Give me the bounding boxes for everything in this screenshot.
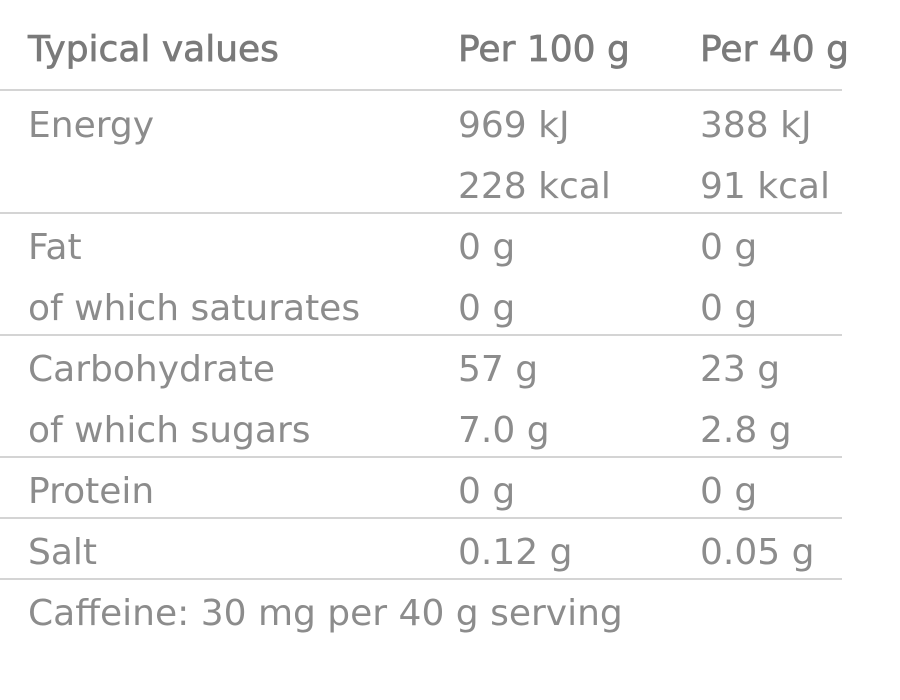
value-per-40g: 0 g	[700, 227, 758, 268]
row-label: Salt	[28, 532, 98, 573]
rule	[0, 578, 842, 580]
value-per-100g: 0 g	[458, 227, 516, 268]
value-per-40g: 388 kJ	[700, 105, 812, 146]
value-per-40g: 2.8 g	[700, 410, 792, 451]
rule	[0, 456, 842, 458]
row-label: Protein	[28, 471, 155, 512]
footer-note: Caffeine: 30 mg per 40 g serving	[28, 593, 623, 634]
rule	[0, 334, 842, 336]
row-label: Carbohydrate	[28, 349, 275, 390]
value-per-100g: 0 g	[458, 288, 516, 329]
header-cell: Typical values	[28, 29, 280, 70]
value-per-100g: 0 g	[458, 471, 516, 512]
value-per-100g: 57 g	[458, 349, 539, 390]
value-per-100g: 969 kJ	[458, 105, 570, 146]
value-per-100g: 228 kcal	[458, 166, 611, 207]
header-cell: Per 100 g	[458, 29, 631, 70]
rule	[0, 89, 842, 91]
row-label: Energy	[28, 105, 155, 146]
value-per-40g: 23 g	[700, 349, 781, 390]
value-per-40g: 0 g	[700, 471, 758, 512]
rule	[0, 517, 842, 519]
value-per-40g: 91 kcal	[700, 166, 830, 207]
header-cell: Per 40 g	[700, 29, 850, 70]
value-per-40g: 0.05 g	[700, 532, 815, 573]
rule	[0, 212, 842, 214]
row-label: Fat	[28, 227, 82, 268]
value-per-100g: 7.0 g	[458, 410, 550, 451]
row-label: of which saturates	[28, 288, 361, 329]
row-label: of which sugars	[28, 410, 311, 451]
value-per-40g: 0 g	[700, 288, 758, 329]
value-per-100g: 0.12 g	[458, 532, 573, 573]
